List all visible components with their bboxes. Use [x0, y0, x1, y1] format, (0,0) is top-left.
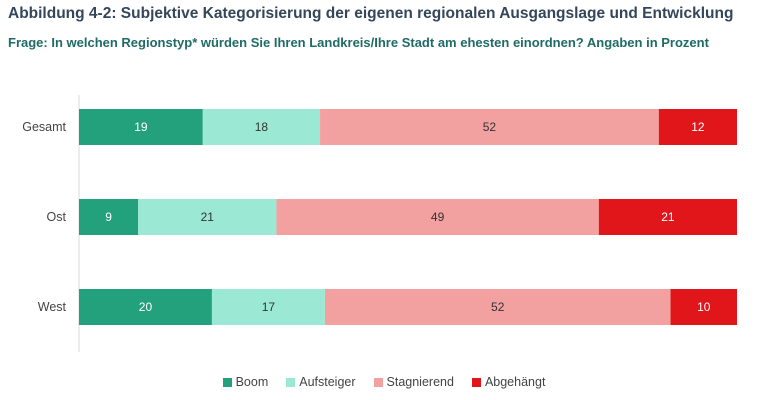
chart-title: Abbildung 4-2: Subjektive Kategorisierun… — [8, 5, 734, 22]
legend-label: Boom — [235, 375, 269, 389]
chart-subtitle: Frage: In welchen Regionstyp* würden Sie… — [8, 35, 709, 50]
bar-segment-stagnierend — [320, 109, 659, 145]
legend-item: Abgehängt — [471, 375, 546, 389]
bar-segment-boom — [79, 289, 212, 325]
legend-label: Abgehängt — [484, 375, 546, 389]
legend-label: Stagnierend — [386, 375, 454, 389]
bar-segment-abgehängt — [598, 199, 737, 235]
data-label: 21 — [661, 210, 675, 224]
bar-segment-boom — [79, 199, 139, 235]
legend-item: Boom — [222, 375, 269, 389]
bar-segment-stagnierend — [276, 199, 599, 235]
legend-swatch — [222, 377, 232, 387]
data-label: 12 — [691, 120, 705, 134]
data-label: 21 — [201, 210, 215, 224]
category-label: Gesamt — [22, 120, 66, 134]
bar-segment-abgehängt — [670, 289, 737, 325]
legend-item: Aufsteiger — [286, 375, 356, 389]
data-label: 20 — [139, 300, 153, 314]
category-label: Ost — [47, 210, 67, 224]
legend-item: Stagnierend — [373, 375, 454, 389]
category-label: West — [38, 300, 67, 314]
legend-swatch — [471, 377, 481, 387]
legend: Boom Aufsteiger Stagnierend Abgehängt — [0, 375, 768, 389]
data-label: 9 — [105, 210, 112, 224]
data-label: 19 — [134, 120, 148, 134]
legend-swatch — [286, 377, 296, 387]
data-label: 17 — [262, 300, 276, 314]
data-label: 52 — [483, 120, 497, 134]
bar-segment-aufsteiger — [202, 109, 321, 145]
bar-segment-abgehängt — [658, 109, 737, 145]
data-label: 49 — [431, 210, 445, 224]
data-label: 10 — [697, 300, 711, 314]
bar-segment-aufsteiger — [138, 199, 277, 235]
legend-label: Aufsteiger — [299, 375, 356, 389]
data-label: 18 — [255, 120, 269, 134]
bar-segment-aufsteiger — [211, 289, 325, 325]
bar-segment-boom — [79, 109, 203, 145]
bar-segment-stagnierend — [324, 289, 671, 325]
data-label: 52 — [491, 300, 505, 314]
legend-swatch — [373, 377, 383, 387]
